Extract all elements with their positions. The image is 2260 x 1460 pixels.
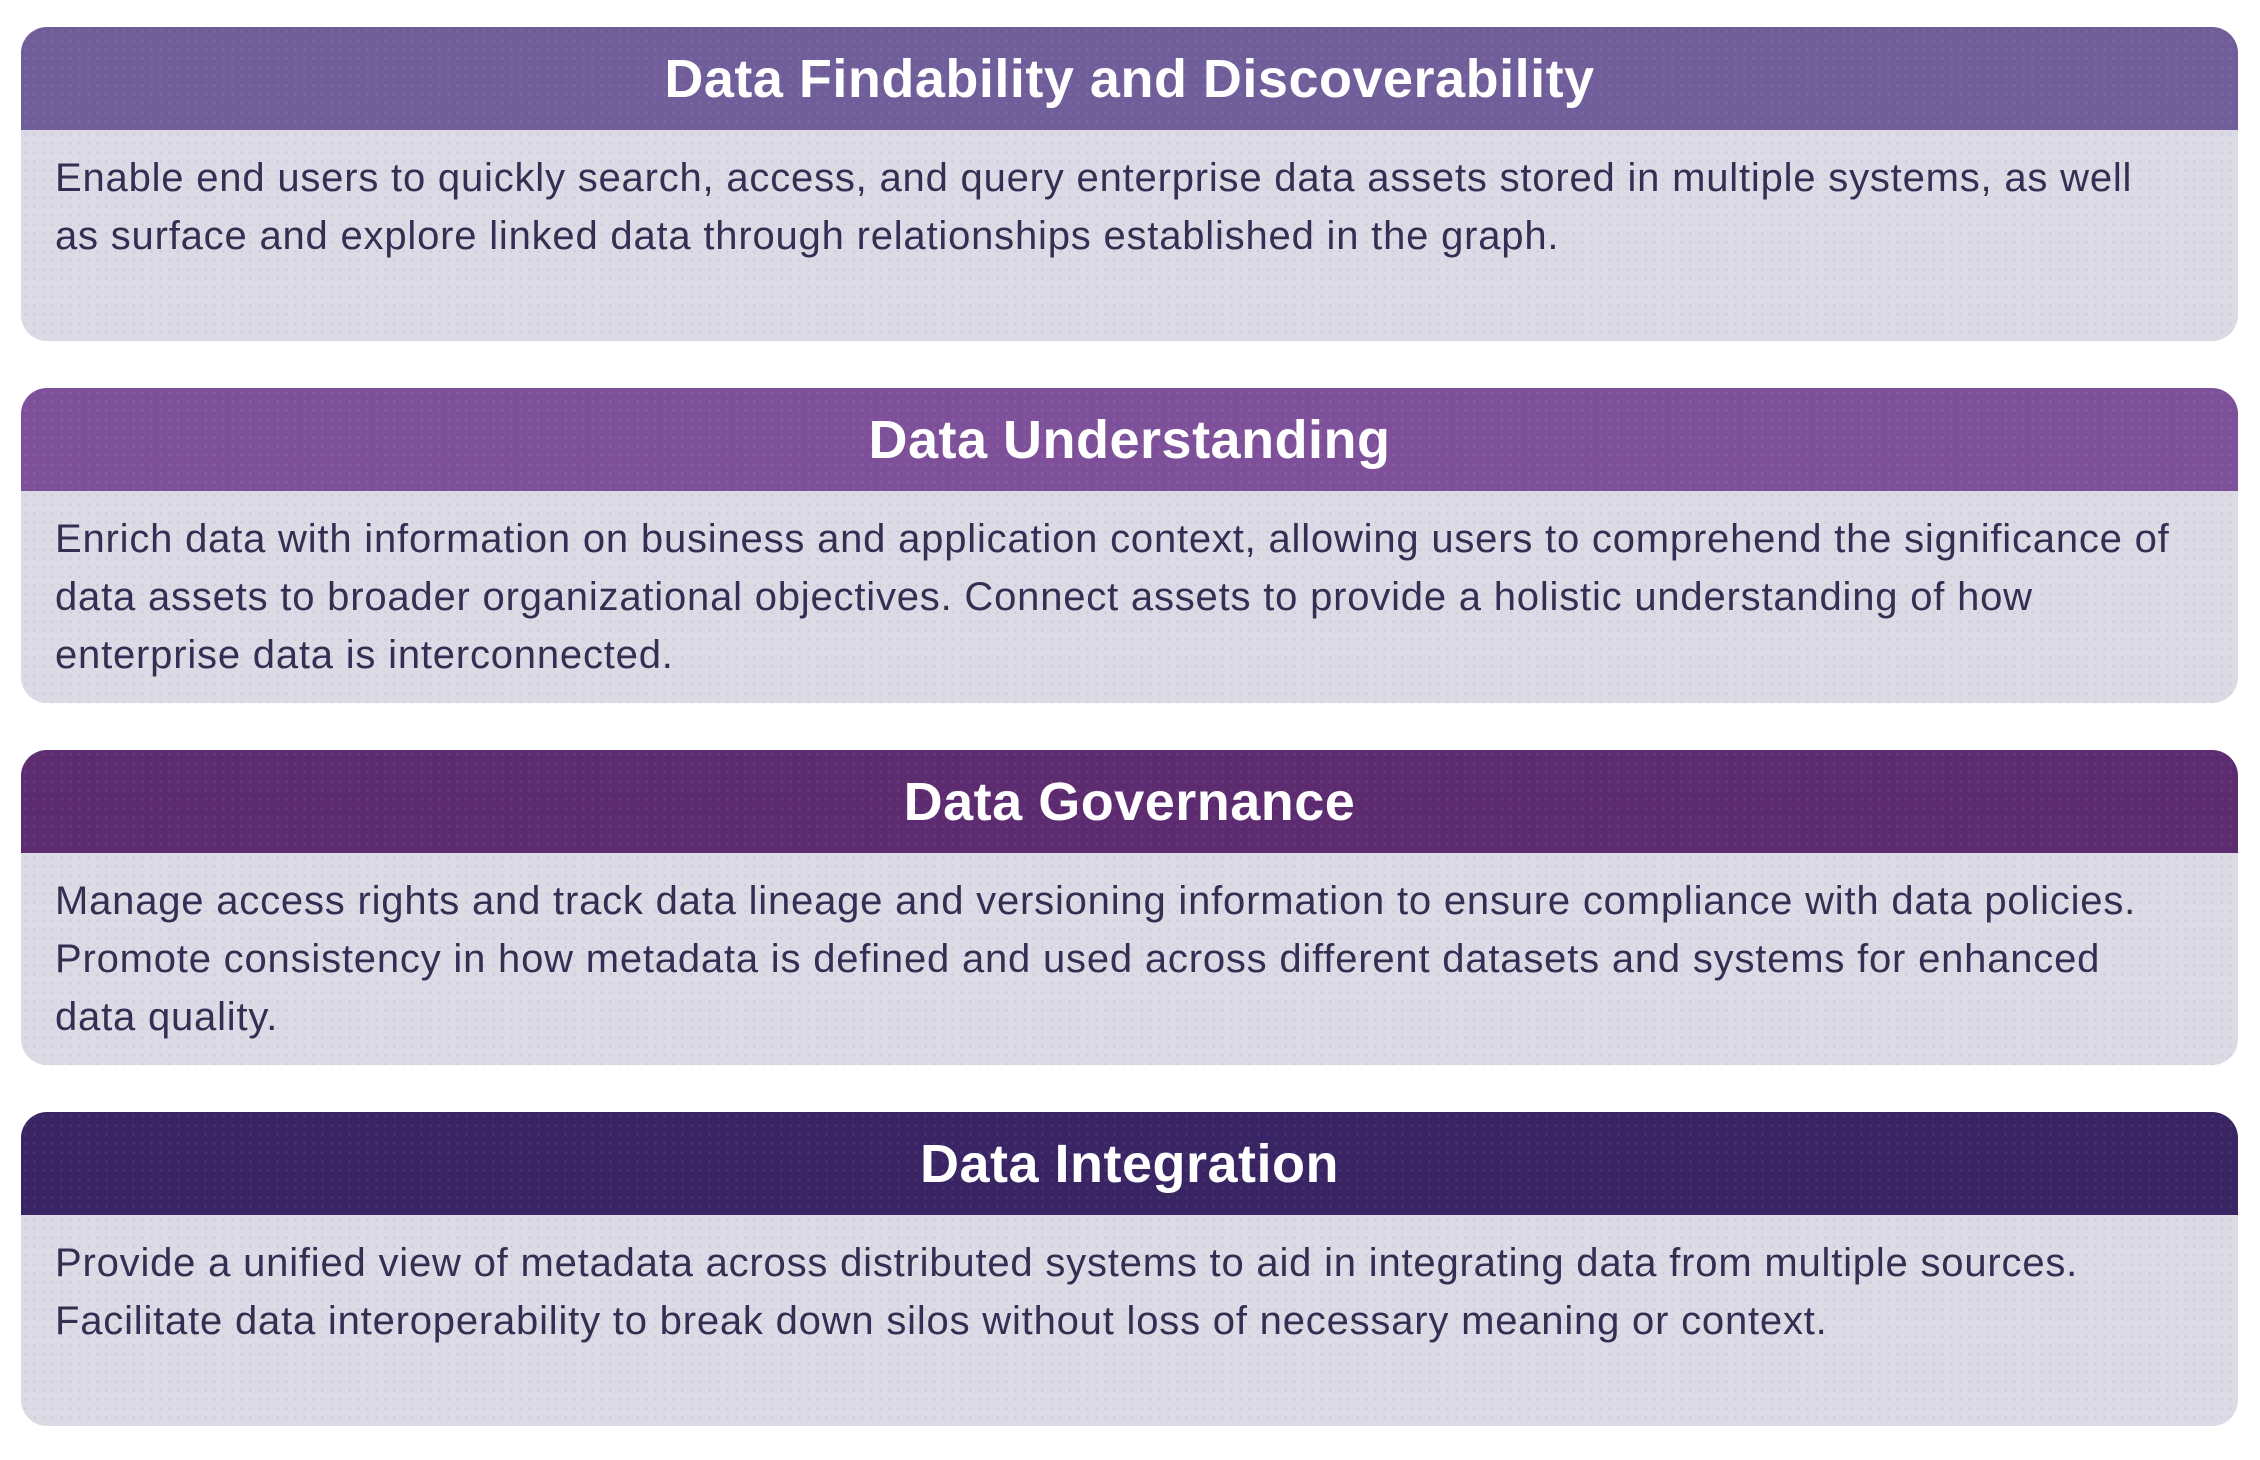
card-title: Data Findability and Discoverability bbox=[664, 48, 1595, 109]
card-data-governance: Data Governance Manage access rights and… bbox=[21, 750, 2238, 1065]
card-title: Data Integration bbox=[919, 1133, 1340, 1194]
card-body: Manage access rights and track data line… bbox=[21, 853, 2238, 1065]
card-header-data-governance: Data Governance bbox=[21, 750, 2238, 853]
card-description: Manage access rights and track data line… bbox=[55, 879, 2137, 1039]
card-data-integration: Data Integration Provide a unified view … bbox=[21, 1112, 2238, 1426]
card-body: Enable end users to quickly search, acce… bbox=[21, 130, 2238, 341]
card-body: Enrich data with information on business… bbox=[21, 491, 2238, 703]
card-description: Enable end users to quickly search, acce… bbox=[55, 156, 2133, 258]
card-description: Enrich data with information on business… bbox=[55, 517, 2170, 677]
card-data-understanding: Data Understanding Enrich data with info… bbox=[21, 388, 2238, 703]
card-header-data-understanding: Data Understanding bbox=[21, 388, 2238, 491]
card-description: Provide a unified view of metadata acros… bbox=[55, 1241, 2079, 1343]
card-title: Data Understanding bbox=[868, 409, 1391, 470]
card-data-findability: Data Findability and Discoverability Ena… bbox=[21, 27, 2238, 341]
card-body: Provide a unified view of metadata acros… bbox=[21, 1215, 2238, 1426]
card-header-data-integration: Data Integration bbox=[21, 1112, 2238, 1215]
card-title: Data Governance bbox=[903, 771, 1356, 832]
card-header-data-findability: Data Findability and Discoverability bbox=[21, 27, 2238, 130]
